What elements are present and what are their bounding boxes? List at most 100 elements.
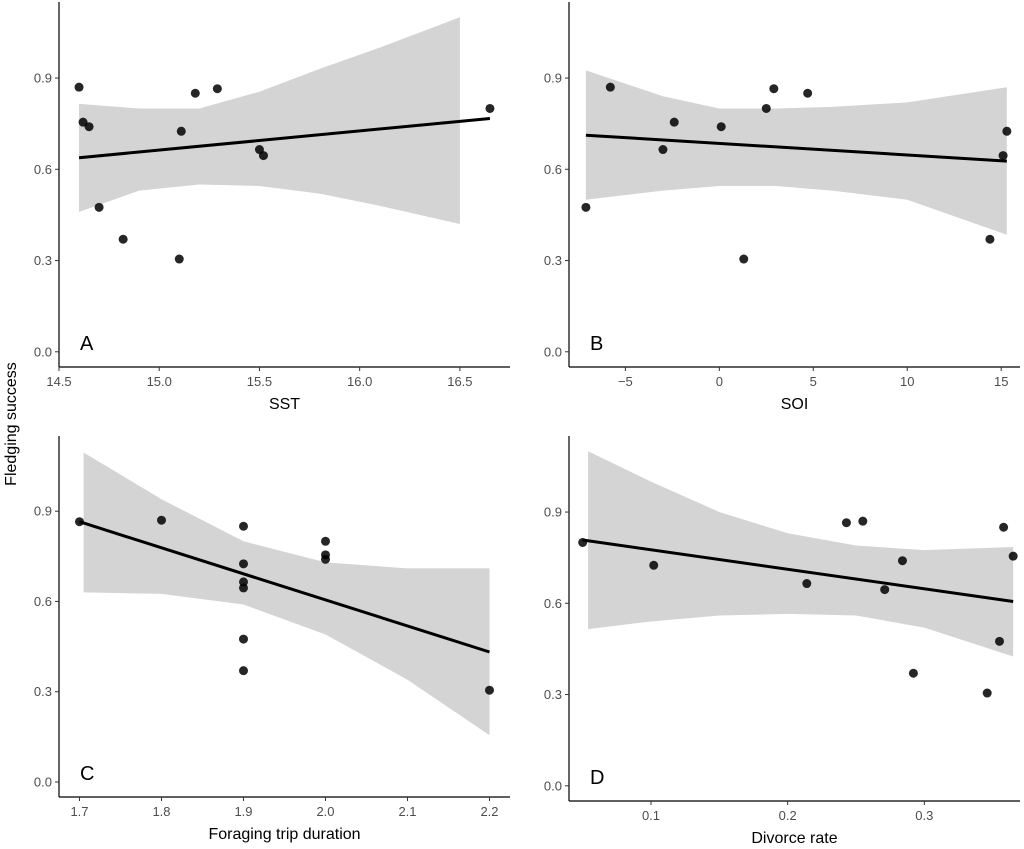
x-tick-label: −5 (618, 374, 633, 389)
x-tick-label: 16.0 (347, 374, 372, 389)
data-point (239, 559, 248, 569)
data-point (581, 202, 591, 212)
data-point (118, 234, 128, 244)
data-point (239, 666, 248, 676)
x-tick-label: 15.5 (247, 374, 272, 389)
data-point (982, 688, 992, 698)
x-tick-label: 15 (994, 374, 1008, 389)
x-axis-title: Divorce rate (751, 830, 837, 847)
data-point (739, 254, 749, 264)
panel-d: 0.0 0.3 0.6 0.9 0.1 0.2 0.3 Divorce rate D (544, 436, 1020, 847)
y-tick-label: 0.9 (34, 504, 52, 519)
data-point (769, 84, 779, 94)
data-point (1008, 551, 1018, 561)
confidence-band (79, 17, 460, 225)
data-point (716, 122, 726, 132)
panel-label: D (590, 767, 604, 789)
data-point (908, 668, 918, 678)
y-tick-label: 0.6 (34, 162, 52, 177)
data-point (321, 554, 330, 564)
y-tick-label: 0.0 (34, 344, 52, 359)
y-tick-label: 0.0 (544, 344, 562, 359)
x-axis-title: SST (269, 396, 300, 413)
data-point (485, 685, 494, 695)
regression-line (79, 520, 490, 654)
x-tick-label: 1.9 (234, 804, 252, 819)
x-tick-label: 15.0 (147, 374, 172, 389)
data-point (74, 82, 84, 92)
data-point (174, 254, 184, 264)
x-tick-label: 1.8 (152, 804, 170, 819)
y-tick-label: 0.0 (544, 778, 562, 793)
data-point (485, 103, 495, 113)
data-point (239, 634, 248, 644)
x-tick-label: 16.5 (447, 374, 472, 389)
x-tick-label: 2.0 (316, 804, 334, 819)
x-tick-label: 0.1 (642, 808, 660, 823)
y-tick-label: 0.6 (544, 596, 562, 611)
x-tick-label: 2.1 (398, 804, 416, 819)
data-point (321, 536, 330, 546)
confidence-band (588, 451, 1014, 657)
confidence-band (83, 452, 490, 736)
data-point (998, 151, 1008, 161)
panel-label: A (80, 333, 94, 355)
panel-b: 0.0 0.3 0.6 0.9 −5 0 5 10 15 SOI B (544, 2, 1020, 413)
x-tick-label: 0.2 (779, 808, 797, 823)
x-tick-label: 14.5 (46, 374, 71, 389)
regression-line (78, 117, 491, 160)
x-axis-title: Foraging trip duration (208, 826, 360, 843)
data-point (239, 521, 248, 531)
data-point (578, 537, 588, 547)
data-point (761, 103, 771, 113)
data-point (605, 82, 615, 92)
data-point (995, 636, 1004, 646)
y-tick-label: 0.6 (544, 162, 562, 177)
data-point (190, 88, 200, 98)
x-tick-label: 0 (716, 374, 723, 389)
y-tick-label: 0.0 (34, 774, 52, 789)
panel-label: C (80, 763, 94, 785)
y-tick-label: 0.3 (34, 684, 52, 699)
x-tick-label: 5 (810, 374, 817, 389)
data-point (176, 126, 186, 136)
data-point (157, 515, 166, 525)
data-point (985, 234, 995, 244)
data-point (669, 117, 679, 127)
data-point (897, 556, 907, 566)
y-tick-label: 0.3 (34, 253, 52, 268)
y-tick-label: 0.3 (544, 253, 562, 268)
data-point (858, 516, 868, 526)
panel-label: B (590, 333, 603, 355)
x-tick-label: 2.2 (480, 804, 498, 819)
data-point (802, 579, 812, 589)
regression-line (585, 133, 1007, 163)
data-point (239, 583, 248, 593)
confidence-band (585, 70, 1007, 235)
data-point (803, 88, 813, 98)
data-point (258, 151, 268, 161)
y-tick-label: 0.9 (544, 505, 562, 520)
data-point (649, 560, 659, 570)
data-point (658, 145, 668, 155)
y-tick-label: 0.6 (34, 594, 52, 609)
x-tick-label: 1.7 (70, 804, 88, 819)
data-point (999, 522, 1009, 532)
x-tick-label: 10 (900, 374, 914, 389)
data-point (75, 517, 84, 527)
regression-line (582, 538, 1014, 603)
data-point (880, 585, 890, 595)
panel-a: 0.0 0.3 0.6 0.9 14.5 15.0 15.5 16.0 16.5 SST A (34, 2, 510, 413)
shared-y-axis-title: Fledging success (3, 362, 20, 486)
data-point (212, 84, 222, 94)
data-point (84, 122, 94, 132)
x-axis-title: SOI (781, 396, 809, 413)
y-tick-label: 0.9 (544, 71, 562, 86)
x-tick-label: 0.3 (915, 808, 933, 823)
y-tick-label: 0.3 (544, 687, 562, 702)
data-point (841, 518, 851, 528)
y-tick-label: 0.9 (34, 71, 52, 86)
data-point (1002, 126, 1012, 136)
panel-c: 0.0 0.3 0.6 0.9 1.7 1.8 1.9 2.0 2.1 2.2 Foraging t… (34, 436, 510, 843)
